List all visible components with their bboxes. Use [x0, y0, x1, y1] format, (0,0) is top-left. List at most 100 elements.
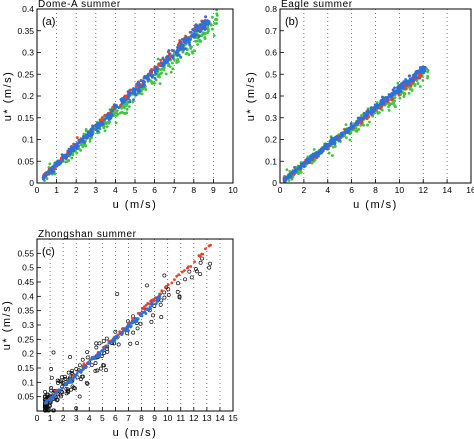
- data-point-black: [70, 368, 75, 373]
- x-tick-label: 0: [35, 413, 40, 423]
- data-point-blue: [131, 91, 134, 95]
- data-point-green: [53, 172, 57, 176]
- data-point-blue: [323, 146, 326, 150]
- y-axis-label: u* (m/s): [2, 71, 14, 122]
- data-point-green: [215, 22, 219, 25]
- data-point-blue: [136, 88, 139, 92]
- data-point-green: [421, 79, 425, 82]
- panel-a-dome-a: 0 1 2 3 4 5 6 7 8 9 10 0 0.05 0.1 0.15 0.2 0.25 0.3 0.35 0.…: [2, 0, 238, 211]
- data-point-blue: [153, 76, 157, 80]
- data-point-blue: [191, 28, 195, 31]
- data-point-green: [407, 91, 411, 95]
- data-point-blue: [328, 140, 332, 144]
- data-point-black: [72, 386, 77, 391]
- data-point-blue: [47, 398, 51, 402]
- data-point-blue: [171, 56, 175, 60]
- data-point-blue: [387, 95, 391, 99]
- data-point-green: [125, 103, 129, 106]
- data-point-blue: [168, 52, 172, 56]
- data-point-green: [162, 68, 166, 72]
- x-tick-label: 10: [395, 185, 405, 195]
- y-tick-label: 0.1: [265, 156, 277, 166]
- data-point-blue: [319, 151, 323, 155]
- data-point-blue: [333, 140, 337, 143]
- data-point-blue: [61, 158, 65, 162]
- x-tick-label: 1: [54, 185, 59, 195]
- data-point-blue: [143, 83, 146, 87]
- data-point-green: [196, 43, 199, 46]
- data-point-blue: [71, 377, 75, 380]
- x-tick-label: 0: [35, 185, 40, 195]
- data-point-blue: [65, 155, 69, 159]
- data-point-blue: [339, 136, 343, 140]
- data-point-green: [357, 127, 361, 131]
- data-point-blue: [137, 81, 141, 84]
- data-point-blue: [379, 99, 383, 103]
- data-point-red: [207, 244, 211, 248]
- data-point-green: [175, 61, 178, 64]
- data-point-green: [393, 96, 397, 100]
- data-point-blue: [414, 75, 418, 79]
- data-point-blue: [71, 148, 75, 151]
- data-point-green: [362, 123, 365, 127]
- data-point-blue: [89, 134, 93, 138]
- data-point-blue: [393, 89, 397, 93]
- data-point-blue: [197, 35, 201, 39]
- data-point-blue: [392, 92, 395, 96]
- data-point-green: [127, 105, 131, 109]
- data-point-green: [116, 112, 120, 116]
- x-tick-label: 3: [93, 185, 98, 195]
- data-point-blue: [396, 86, 400, 90]
- data-point-black: [158, 302, 163, 307]
- data-point-green: [75, 151, 79, 155]
- data-point-red: [408, 83, 412, 87]
- data-point-red: [204, 247, 207, 251]
- data-point-green: [391, 102, 395, 106]
- data-point-green: [410, 89, 414, 92]
- data-point-black: [63, 376, 68, 381]
- panel-c-zhongshan: 0 1 2 3 4 5 6 7 8 9 10 11 12 13 14 150.050.10.150.20.25…: [1, 229, 238, 439]
- data-point-blue: [363, 114, 367, 118]
- x-tick-label: 14: [215, 413, 225, 423]
- data-point-blue: [92, 355, 96, 359]
- data-point-blue: [411, 76, 415, 80]
- data-point-red: [177, 273, 181, 277]
- data-point-green: [345, 136, 348, 140]
- data-point-black: [49, 367, 54, 371]
- x-axis-label: u (m/s): [113, 427, 158, 439]
- chart-title: Eagle summer: [281, 0, 353, 10]
- data-point-blue: [422, 67, 426, 71]
- data-point-black: [43, 405, 48, 410]
- data-point-blue: [372, 107, 376, 111]
- data-point-blue: [129, 325, 133, 329]
- x-tick-label: 4: [87, 413, 92, 423]
- data-point-blue: [52, 395, 56, 398]
- data-point-blue: [148, 73, 151, 77]
- data-point-blue: [293, 166, 296, 169]
- data-point-green: [215, 13, 219, 17]
- x-tick-label: 8: [191, 185, 196, 195]
- data-point-blue: [47, 169, 51, 173]
- data-point-blue: [203, 26, 207, 30]
- data-point-blue: [95, 123, 99, 127]
- data-point-blue: [286, 176, 290, 180]
- data-point-blue: [142, 311, 145, 314]
- data-point-blue: [179, 40, 183, 44]
- data-point-green: [88, 140, 92, 143]
- data-point-red: [180, 270, 184, 274]
- x-tick-label: 4: [325, 185, 330, 195]
- data-point-blue: [110, 112, 114, 116]
- data-point-blue: [175, 50, 179, 54]
- chart-title: Dome-A summer: [38, 0, 121, 10]
- data-point-green: [156, 57, 160, 61]
- data-point-black: [68, 355, 73, 359]
- data-point-red: [189, 265, 193, 268]
- data-point-black: [43, 389, 48, 394]
- data-point-green: [210, 27, 214, 31]
- data-point-blue: [353, 123, 356, 127]
- data-point-blue: [207, 20, 211, 23]
- data-point-green: [327, 151, 331, 155]
- y-tick-label: 0.4: [265, 91, 277, 101]
- data-point-blue: [300, 163, 303, 167]
- data-point-blue: [311, 152, 315, 156]
